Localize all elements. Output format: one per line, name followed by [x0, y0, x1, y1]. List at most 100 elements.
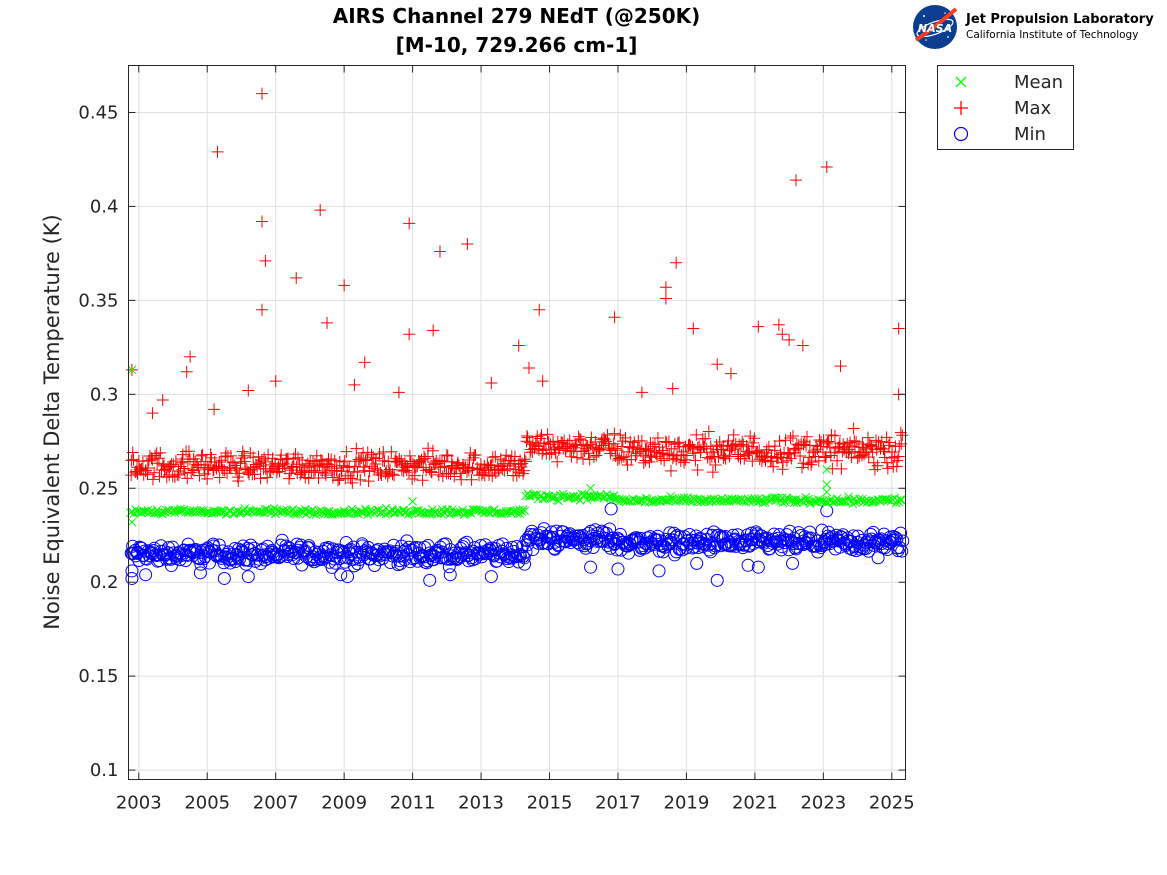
legend-label: Min: [1014, 124, 1046, 145]
data-point: [563, 434, 576, 447]
data-point: [658, 495, 667, 505]
data-point: [259, 254, 272, 267]
data-point: [581, 439, 594, 452]
data-point: [651, 432, 664, 445]
data-point: [299, 471, 312, 484]
data-point: [752, 320, 765, 333]
data-point: [310, 548, 324, 562]
data-point: [736, 496, 745, 506]
data-point: [341, 461, 354, 474]
data-point: [760, 443, 773, 456]
data-point: [587, 450, 600, 463]
data-point: [483, 468, 496, 481]
data-point: [200, 542, 214, 556]
data-point: [744, 526, 758, 540]
data-point: [767, 460, 780, 473]
data-point: [689, 454, 702, 467]
data-point: [321, 541, 335, 555]
data-point: [153, 470, 166, 483]
data-point: [753, 453, 766, 466]
data-point: [601, 428, 614, 441]
data-point: [541, 428, 554, 441]
data-point: [208, 403, 221, 416]
data-point: [383, 466, 396, 479]
jpl-subtitle: California Institute of Technology: [966, 29, 1139, 41]
data-point: [822, 487, 832, 497]
data-point: [655, 452, 668, 465]
data-point: [224, 506, 234, 516]
data-point: [341, 570, 355, 584]
data-point: [521, 431, 534, 444]
data-point: [741, 558, 755, 572]
data-point: [351, 466, 364, 479]
data-point: [424, 465, 437, 478]
data-point: [659, 292, 672, 305]
data-point: [786, 556, 800, 570]
data-point: [805, 458, 818, 471]
data-point: [565, 450, 578, 463]
data-point: [820, 504, 834, 518]
x-tick-label: 2007: [253, 793, 299, 814]
data-point: [634, 541, 648, 555]
data-point: [635, 434, 648, 447]
data-point: [775, 451, 788, 464]
data-point: [554, 496, 563, 506]
data-point: [400, 534, 414, 548]
data-point: [187, 464, 200, 477]
data-point: [407, 541, 421, 555]
data-point: [148, 466, 161, 479]
data-point: [485, 377, 498, 390]
x-tick-label: 2003: [116, 793, 162, 814]
data-point: [484, 507, 493, 516]
data-point: [797, 438, 810, 451]
data-point: [814, 440, 827, 453]
data-point: [500, 449, 513, 462]
data-point: [496, 537, 510, 551]
data-point: [167, 458, 180, 471]
data-point: [489, 450, 502, 463]
data-point: [296, 506, 306, 516]
data-point: [871, 459, 884, 472]
data-point: [584, 438, 597, 451]
data-point: [711, 358, 724, 371]
data-point: [607, 437, 620, 450]
data-point: [498, 464, 511, 477]
data-point: [426, 444, 439, 457]
data-point: [786, 429, 799, 442]
data-point: [776, 328, 789, 341]
data-point: [811, 443, 824, 456]
data-point: [474, 505, 484, 515]
data-point: [408, 497, 417, 506]
data-point: [234, 508, 244, 518]
data-point: [794, 449, 807, 462]
data-point: [660, 436, 673, 449]
data-point: [844, 492, 853, 502]
data-point: [125, 571, 139, 585]
data-point: [147, 541, 161, 555]
data-point: [362, 475, 375, 488]
data-point: [801, 430, 814, 443]
data-point: [141, 461, 154, 474]
axes-box: [128, 65, 906, 780]
data-point: [820, 160, 833, 173]
data-point: [442, 467, 455, 480]
data-point: [278, 506, 288, 515]
data-point: [274, 538, 288, 552]
legend-item-max: Max: [938, 95, 1075, 121]
data-point: [125, 454, 138, 467]
data-point: [303, 507, 313, 516]
x-tick-label: 2011: [390, 793, 436, 814]
data-point: [643, 455, 656, 468]
data-point: [178, 467, 191, 480]
data-point: [881, 462, 894, 475]
data-point: [142, 454, 155, 467]
data-point: [133, 540, 147, 554]
data-point: [831, 454, 844, 467]
data-point: [247, 541, 261, 555]
data-point: [816, 446, 829, 459]
data-point: [266, 452, 279, 465]
data-point: [773, 434, 786, 447]
data-point: [779, 434, 792, 447]
data-point: [184, 350, 197, 363]
data-point: [224, 449, 237, 462]
